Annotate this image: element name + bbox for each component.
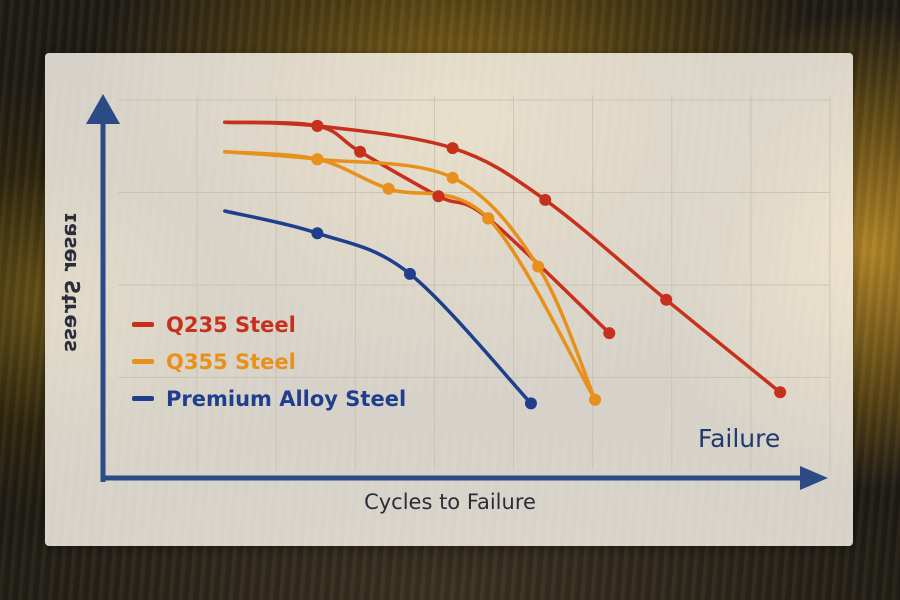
data-point-2-2 (382, 182, 395, 195)
series-line-1 (223, 120, 612, 335)
legend-swatch-q355 (132, 359, 154, 364)
y-axis-arrow (86, 94, 120, 124)
chart-axes (86, 94, 828, 490)
data-point-3-1 (311, 153, 324, 166)
data-point-1-1 (311, 119, 324, 132)
failure-annotation: Failure (698, 424, 781, 453)
chart-points (311, 119, 787, 410)
x-axis-label: Cycles to Failure (364, 490, 536, 514)
legend-label-q235: Q235 Steel (166, 312, 296, 337)
data-point-3-2 (446, 171, 459, 184)
data-point-1-5 (603, 327, 616, 340)
legend-item-premium-alloy: Premium Alloy Steel (132, 380, 406, 417)
legend-swatch-q235 (132, 322, 154, 327)
data-point-4-2 (403, 267, 416, 280)
legend-item-q355: Q355 Steel (132, 343, 406, 380)
y-axis-label: ssəɹʇS ɹəsɐɪ (60, 212, 84, 352)
data-point-3-4 (589, 393, 602, 406)
data-point-1-2 (354, 145, 367, 158)
legend-label-q355: Q355 Steel (166, 349, 296, 374)
data-point-0-2 (446, 142, 459, 155)
data-point-4-1 (311, 227, 324, 240)
data-point-1-3 (432, 190, 445, 203)
chart-legend: Q235 Steel Q355 Steel Premium Alloy Stee… (132, 306, 406, 417)
chart-panel (45, 53, 853, 546)
x-axis-arrow (800, 466, 828, 490)
data-point-4-3 (524, 397, 537, 410)
legend-item-q235: Q235 Steel (132, 306, 406, 343)
data-point-2-3 (482, 212, 495, 225)
legend-swatch-premium-alloy (132, 396, 154, 401)
series-line-4 (223, 209, 533, 406)
legend-label-premium-alloy: Premium Alloy Steel (166, 386, 407, 411)
data-point-3-3 (532, 260, 545, 273)
data-point-0-5 (774, 386, 787, 399)
data-point-0-4 (660, 293, 673, 306)
data-point-0-3 (539, 193, 552, 206)
